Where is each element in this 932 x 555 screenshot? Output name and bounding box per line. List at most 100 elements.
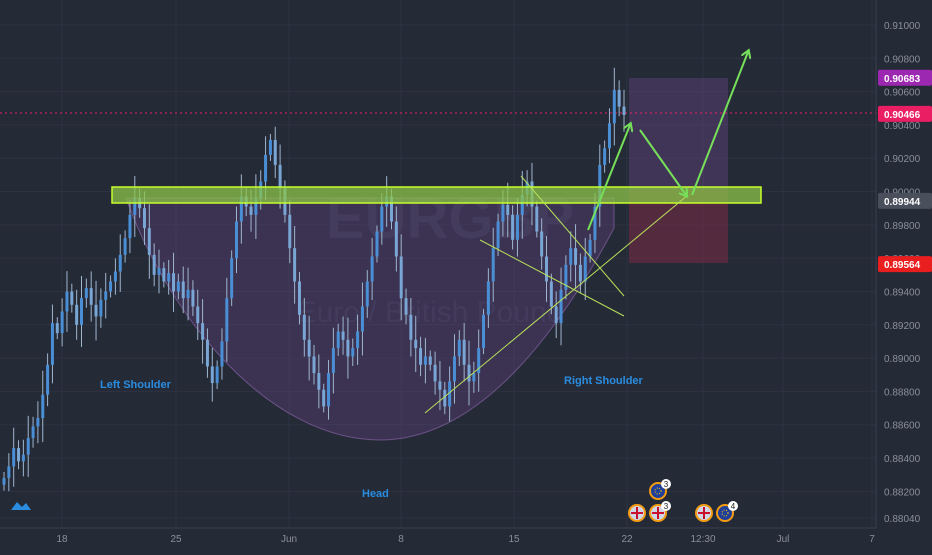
candle-body xyxy=(467,364,471,382)
candle-body xyxy=(7,466,11,479)
candle-body xyxy=(588,239,592,257)
time-axis[interactable]: 18 25 Jun 8 15 22 12:30 Jul 7 xyxy=(56,534,875,545)
candle-body xyxy=(239,196,243,222)
candle-body xyxy=(133,198,137,215)
candle-body xyxy=(520,194,524,215)
price-axis[interactable]: 0.910000.908000.906000.904000.902000.900… xyxy=(884,21,921,525)
candle-body xyxy=(409,314,413,340)
candle-body xyxy=(578,264,582,282)
candle-body xyxy=(554,306,558,324)
candle-body xyxy=(535,206,539,232)
label-head: Head xyxy=(362,488,389,500)
candle-body xyxy=(511,214,515,240)
uk-flag-icon[interactable]: 3 xyxy=(649,501,671,522)
candle-body xyxy=(181,281,185,299)
event-count-label: 3 xyxy=(664,480,669,489)
price-tick-label: 0.90200 xyxy=(884,154,921,165)
price-tick-label: 0.88200 xyxy=(884,487,921,498)
candle-body xyxy=(491,248,495,282)
candles xyxy=(2,67,626,492)
candle-body xyxy=(157,268,161,275)
candle-body xyxy=(84,288,88,299)
candle-body xyxy=(365,281,369,307)
candle-body xyxy=(55,323,59,334)
time-tick-label: 18 xyxy=(56,534,68,545)
candle-body xyxy=(438,381,442,390)
price-tick-label: 0.89000 xyxy=(884,354,921,365)
candle-body xyxy=(515,214,519,240)
candle-body xyxy=(152,254,156,275)
trendline-lower xyxy=(479,239,625,317)
candle-body xyxy=(423,356,427,365)
candle-body xyxy=(496,221,500,249)
projection-arrow-1 xyxy=(587,125,630,231)
candle-body xyxy=(104,291,108,300)
candle-body xyxy=(225,298,229,342)
candle-body xyxy=(394,221,398,257)
candle-body xyxy=(549,281,553,307)
candle-body xyxy=(317,373,321,390)
candle-body xyxy=(147,228,151,255)
candle-body xyxy=(593,206,597,240)
candle-body xyxy=(167,273,171,282)
price-tick-label: 0.88400 xyxy=(884,454,921,465)
price-tick-label: 0.88800 xyxy=(884,387,921,398)
candle-body xyxy=(201,323,205,340)
candle-body xyxy=(607,123,611,149)
price-badge: 0.90466 xyxy=(878,105,932,122)
price-badge: 0.89564 xyxy=(878,256,932,273)
price-tick-label: 0.90600 xyxy=(884,88,921,99)
candle-body xyxy=(336,331,340,349)
candle-body xyxy=(142,208,146,229)
time-tick-label: 25 xyxy=(170,534,182,545)
candle-body xyxy=(109,281,113,292)
uk-flag-icon[interactable] xyxy=(628,504,646,522)
candle-body xyxy=(196,306,200,324)
price-badge-bg xyxy=(878,256,932,273)
time-tick-label: Jun xyxy=(281,534,297,545)
price-badge-label: 0.90466 xyxy=(884,110,921,121)
candle-body xyxy=(501,204,505,222)
candle-body xyxy=(399,256,403,299)
candle-body xyxy=(545,256,548,282)
label-right-shoulder: Right Shoulder xyxy=(564,375,644,387)
candle-body xyxy=(428,356,432,365)
eu-flag-icon[interactable]: 4 xyxy=(716,501,738,522)
candle-body xyxy=(612,89,616,124)
candle-body xyxy=(390,196,393,222)
candle-body xyxy=(205,339,209,367)
candle-body xyxy=(404,298,408,315)
candle-body xyxy=(569,248,573,265)
candle-body xyxy=(603,148,607,165)
candle-body xyxy=(414,339,418,349)
price-badge-label: 0.89944 xyxy=(884,197,921,208)
candle-body xyxy=(273,139,277,165)
price-tick-label: 0.88600 xyxy=(884,421,921,432)
candle-body xyxy=(375,231,379,257)
candle-body xyxy=(472,373,476,382)
candle-body xyxy=(249,206,253,215)
event-count-badge xyxy=(661,479,671,489)
candle-body xyxy=(215,366,219,384)
time-tick-label: 8 xyxy=(398,534,404,545)
price-badge-label: 0.89564 xyxy=(884,260,921,271)
candle-body xyxy=(162,268,166,282)
candle-body xyxy=(60,311,64,334)
candle-body xyxy=(351,348,355,357)
candle-body xyxy=(235,221,238,259)
candle-body xyxy=(341,331,345,340)
candle-body xyxy=(331,348,335,374)
candle-body xyxy=(31,426,35,439)
candle-body xyxy=(312,356,316,374)
eu-flag-icon[interactable]: 3 xyxy=(649,479,671,500)
candle-body xyxy=(506,204,510,215)
candle-body xyxy=(36,418,40,427)
candle-body xyxy=(293,248,297,282)
time-tick-label: 15 xyxy=(508,534,520,545)
time-tick-label: 7 xyxy=(869,534,875,545)
uk-flag-icon[interactable] xyxy=(695,504,713,522)
candle-body xyxy=(448,381,452,407)
candle-body xyxy=(172,273,176,292)
